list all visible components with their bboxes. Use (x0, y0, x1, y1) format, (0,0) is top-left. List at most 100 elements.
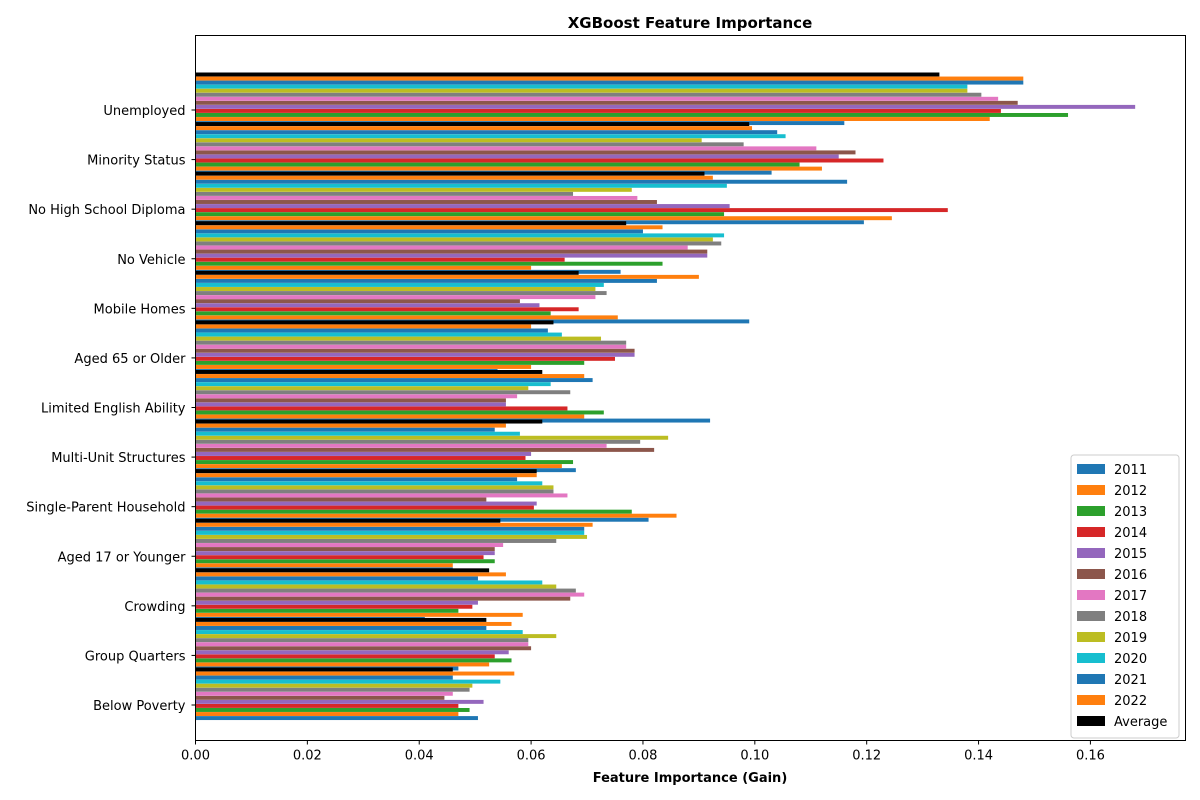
bar-2020-aged-17-or-younger (195, 530, 585, 535)
bar-2015-single-parent-household (195, 501, 537, 506)
legend-swatch-2011 (1077, 464, 1105, 474)
bar-2015-no-high-school-diploma (195, 204, 730, 209)
legend-swatch-2020 (1077, 653, 1105, 663)
bar-2019-unemployed (195, 88, 968, 93)
bar-2017-limited-english-ability (195, 394, 518, 399)
bar-2020-minority-status (195, 134, 786, 139)
x-tick-label: 0.02 (293, 749, 322, 764)
bar-2018-multi-unit-structures (195, 439, 641, 444)
bar-2016-no-vehicle (195, 249, 708, 254)
bar-2021-no-high-school-diploma (195, 179, 848, 184)
bar-average-crowding (195, 568, 490, 573)
bar-2013-minority-status (195, 162, 800, 167)
bar-2013-crowding (195, 608, 459, 613)
bar-2022-no-high-school-diploma (195, 175, 713, 180)
legend-label-2019: 2019 (1114, 631, 1147, 646)
legend-swatch-average (1077, 716, 1105, 726)
bar-2016-minority-status (195, 150, 856, 155)
y-tick-label: Aged 65 or Older (74, 352, 186, 367)
bar-2021-multi-unit-structures (195, 427, 495, 432)
bar-2013-no-high-school-diploma (195, 212, 725, 217)
bar-2020-below-poverty (195, 679, 501, 684)
y-tick-label: Limited English Ability (41, 402, 186, 417)
bar-2014-aged-17-or-younger (195, 555, 484, 560)
bar-2015-multi-unit-structures (195, 451, 532, 456)
bar-2018-minority-status (195, 142, 744, 147)
bar-2012-no-vehicle (195, 265, 532, 270)
bar-2019-mobile-homes (195, 287, 596, 291)
bar-2014-crowding (195, 604, 473, 609)
bar-2016-mobile-homes (195, 299, 520, 304)
bar-2019-no-vehicle (195, 237, 713, 242)
bar-2012-multi-unit-structures (195, 464, 562, 469)
bar-2013-no-vehicle (195, 261, 663, 266)
bar-2020-mobile-homes (195, 282, 604, 287)
bar-2014-no-vehicle (195, 257, 565, 262)
bar-2013-unemployed (195, 113, 1069, 117)
bar-2013-limited-english-ability (195, 410, 604, 415)
bar-2012-limited-english-ability (195, 414, 585, 419)
bar-2019-aged-17-or-younger (195, 534, 588, 539)
bar-2016-aged-65-or-older (195, 348, 635, 353)
legend-label-2012: 2012 (1114, 484, 1147, 499)
x-tick-label: 0.14 (964, 749, 993, 764)
legend-label-2011: 2011 (1114, 463, 1147, 478)
bar-2016-aged-17-or-younger (195, 547, 495, 552)
chart-title: XGBoost Feature Importance (568, 14, 813, 32)
bar-2022-minority-status (195, 126, 753, 131)
bar-2017-no-vehicle (195, 245, 688, 250)
bar-2012-aged-65-or-older (195, 364, 532, 369)
bar-2018-no-high-school-diploma (195, 191, 574, 196)
bar-2019-no-high-school-diploma (195, 187, 632, 192)
bar-average-aged-17-or-younger (195, 518, 501, 523)
bar-2022-crowding (195, 572, 506, 577)
bar-2011-below-poverty (195, 716, 478, 721)
bar-2013-aged-65-or-older (195, 360, 585, 365)
bar-2021-aged-17-or-younger (195, 526, 585, 531)
bar-2020-no-vehicle (195, 233, 725, 238)
bar-2017-aged-17-or-younger (195, 543, 504, 547)
bar-2017-no-high-school-diploma (195, 195, 638, 200)
bar-2020-group-quarters (195, 630, 523, 635)
bar-2021-no-vehicle (195, 229, 643, 234)
bar-2020-crowding (195, 580, 543, 585)
bar-2016-crowding (195, 596, 571, 601)
bar-2014-below-poverty (195, 703, 459, 708)
bar-2022-limited-english-ability (195, 374, 585, 378)
y-tick-label: Minority Status (87, 154, 186, 169)
bar-2017-aged-65-or-older (195, 344, 627, 349)
y-tick-label: Crowding (124, 600, 185, 615)
plot-frame (195, 35, 1186, 741)
bar-2018-limited-english-ability (195, 390, 571, 395)
bar-2021-below-poverty (195, 675, 453, 680)
bar-2022-unemployed (195, 76, 1024, 81)
bar-2018-unemployed (195, 92, 982, 97)
x-tick-label: 0.00 (181, 749, 210, 764)
y-tick-label: Multi-Unit Structures (51, 451, 186, 466)
bar-2012-unemployed (195, 117, 990, 121)
bar-average-no-vehicle (195, 221, 627, 226)
x-tick-label: 0.04 (405, 749, 434, 764)
legend-swatch-2014 (1077, 527, 1105, 537)
bar-2019-crowding (195, 584, 557, 589)
bar-2012-group-quarters (195, 662, 490, 667)
legend-swatch-2017 (1077, 590, 1105, 600)
y-tick-label: Aged 17 or Younger (58, 550, 187, 565)
bar-2019-limited-english-ability (195, 386, 529, 391)
bar-2012-mobile-homes (195, 315, 618, 320)
y-axis-ticks: Below Poverty Group Quarters Crowding Aged … (26, 104, 196, 714)
bar-2012-single-parent-household (195, 513, 677, 518)
y-tick-label: No High School Diploma (28, 203, 185, 218)
bar-average-below-poverty (195, 667, 453, 672)
bar-2018-mobile-homes (195, 291, 607, 296)
bar-2021-group-quarters (195, 626, 487, 630)
legend-swatch-2012 (1077, 485, 1105, 495)
bar-2014-minority-status (195, 158, 884, 163)
legend-label-average: Average (1114, 715, 1167, 730)
bar-average-limited-english-ability (195, 370, 543, 374)
bar-2017-below-poverty (195, 691, 453, 696)
bar-2019-multi-unit-structures (195, 435, 669, 440)
bar-2018-aged-17-or-younger (195, 539, 557, 543)
legend-label-2021: 2021 (1114, 673, 1147, 688)
x-axis-ticks: 0.00 0.02 0.04 0.06 0.08 0.10 0.12 0.14 0.16 (181, 740, 1105, 764)
